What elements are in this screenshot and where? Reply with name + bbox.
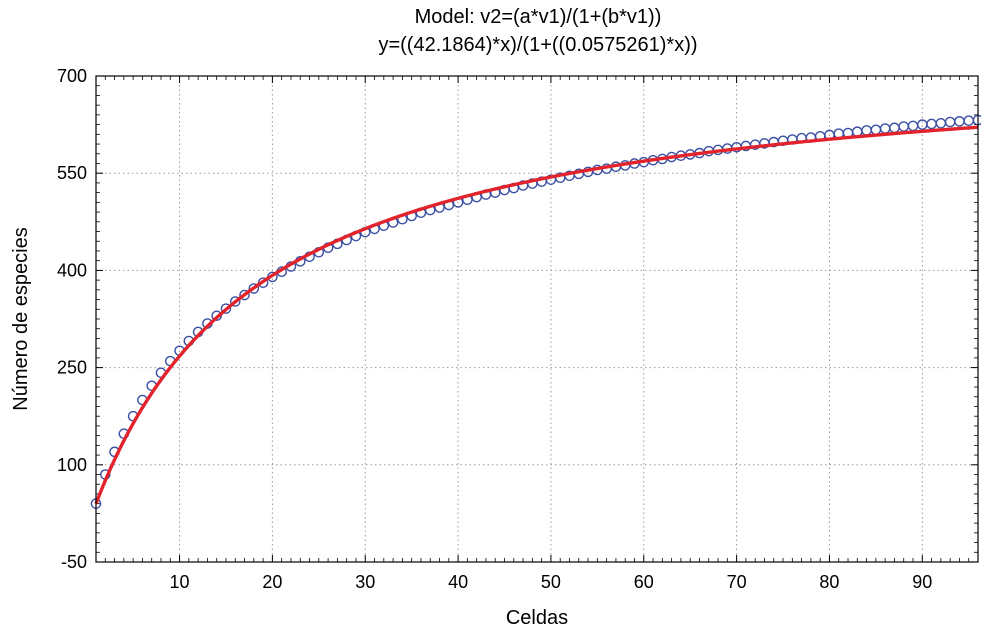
data-point [870,124,882,136]
data-point [954,116,965,127]
data-point [963,115,975,127]
data-point [220,303,232,314]
data-layer [90,114,981,509]
y-tick-label: 400 [57,260,87,280]
x-tick-label: 60 [634,572,654,592]
data-point [926,118,937,130]
x-tick-label: 70 [727,572,747,592]
data-point [229,296,241,307]
data-point [935,118,947,129]
x-tick-label: 50 [541,572,561,592]
data-point [907,120,919,132]
chart-title-line-2: y=((42.1864)*x)/(1+((0.0575261)*x)) [378,34,697,56]
data-point [861,125,872,136]
x-axis-label: Celdas [506,607,568,629]
data-point [889,122,900,134]
y-tick-label: 700 [57,66,87,86]
grid-lines [96,76,978,562]
y-tick-label: 550 [57,163,87,183]
x-tick-label: 80 [819,572,839,592]
fitted-curve [94,125,979,505]
x-tick-label: 10 [170,572,190,592]
y-axis-label: Número de especies [10,227,32,410]
y-tick-label: 100 [57,455,87,475]
plot-frame [95,75,979,563]
x-tick-label: 30 [355,572,375,592]
chart-title-line-1: Model: v2=(a*v1)/(1+(b*v1)) [415,6,662,28]
x-tick-label: 90 [912,572,932,592]
x-tick-label: 20 [262,572,282,592]
y-tick-label: -50 [61,552,87,572]
data-point [972,114,981,126]
data-point [248,283,260,294]
y-tick-label: 250 [57,358,87,378]
tick-labels: 10 20 30 40 50 60 70 80 90 -50 100 250 400 550 700 [57,66,932,592]
axis-ticks [95,75,979,563]
data-point [898,121,910,132]
x-tick-label: 40 [448,572,468,592]
data-point [944,116,956,128]
data-point [879,123,891,134]
data-point [239,289,250,301]
